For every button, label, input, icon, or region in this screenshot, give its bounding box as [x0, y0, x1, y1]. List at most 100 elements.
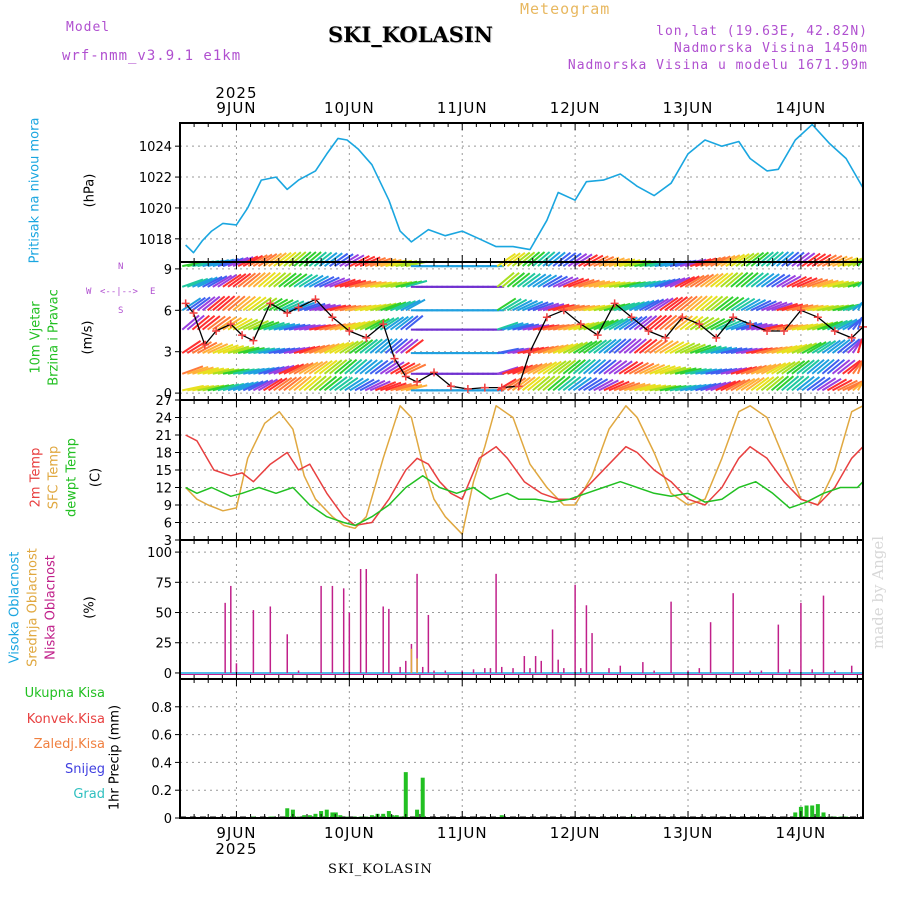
wind-arrow — [506, 272, 526, 288]
wind-arrow — [258, 366, 280, 375]
y-tick-label: 0.6 — [151, 729, 172, 744]
wind-arrow — [796, 359, 815, 375]
wind-arrow — [497, 347, 519, 355]
wind-arrow — [242, 346, 265, 355]
wind-arrow — [253, 347, 276, 355]
wind-arrow — [263, 377, 283, 392]
wind-arrow — [293, 362, 314, 375]
wind-arrow — [720, 379, 741, 392]
wind-arrow — [501, 252, 521, 267]
wind-arrow — [237, 272, 257, 288]
wind-arrow — [349, 339, 369, 354]
wind-arrow — [354, 339, 374, 354]
wind-arrow — [639, 384, 662, 392]
wind-arrow — [380, 302, 402, 312]
wind-arrow — [547, 344, 569, 355]
wind-arrow — [704, 272, 724, 288]
wind-arrow — [557, 375, 576, 392]
wind-arrow — [821, 339, 841, 354]
y-tick-label: 6 — [164, 304, 172, 319]
wind-arrow — [679, 343, 701, 354]
wind-arrow — [816, 340, 837, 354]
wind-arrow — [577, 340, 598, 354]
wind-arrow — [359, 379, 380, 392]
wind-arrow — [578, 254, 598, 268]
wind-arrow — [298, 302, 321, 312]
wind-arrow — [811, 321, 834, 331]
wind-arrow — [715, 346, 738, 355]
wind-arrow — [181, 365, 204, 375]
wind-arrow — [679, 315, 699, 331]
wind-arrow — [319, 276, 340, 288]
y-tick-label: 25 — [155, 637, 172, 652]
wind-arrow — [303, 361, 324, 375]
wind-arrow — [339, 340, 359, 354]
wind-arrow — [563, 304, 585, 312]
wind-arrow — [760, 273, 780, 288]
station-title: SKI_KOLASIN — [328, 22, 493, 47]
wind-arrow — [765, 362, 787, 375]
wind-arrow — [324, 277, 346, 288]
wind-arrow — [318, 252, 338, 267]
wind-arrow — [516, 251, 536, 267]
y-tick-label: 1024 — [139, 140, 172, 155]
wind-arrow — [217, 368, 240, 375]
wind-arrow — [329, 277, 351, 288]
wind-arrow — [669, 276, 691, 288]
wind-arrow — [770, 251, 790, 267]
wind-arrow — [182, 384, 205, 392]
wind-arrow — [354, 319, 376, 331]
wind-arrow — [827, 280, 850, 288]
legend-total-rain: Ukupna Kisa — [24, 686, 105, 701]
wind-arrow — [801, 376, 821, 392]
wind-arrow — [583, 339, 603, 354]
wind-arrow — [278, 299, 299, 312]
wind-arrow — [776, 344, 798, 355]
wind-arrow — [695, 382, 717, 392]
wind-arrow — [608, 338, 627, 354]
y-tick-label: 0 — [164, 812, 172, 827]
wind-arrow — [303, 344, 326, 355]
wind-arrow — [273, 322, 296, 331]
wind-arrow — [690, 383, 712, 392]
wind-arrow — [750, 376, 770, 392]
wind-arrow — [339, 279, 362, 288]
wind-arrow — [684, 315, 704, 331]
wind-arrow — [405, 279, 428, 288]
wind-arrow — [638, 315, 658, 331]
wind-arrow — [369, 359, 389, 375]
wind-arrow — [298, 274, 319, 288]
wind-arrow — [242, 296, 262, 312]
y-tick-label: 1020 — [139, 202, 172, 217]
wind-arrow — [278, 376, 298, 392]
wind-arrow — [715, 254, 736, 268]
precip-bar — [815, 804, 820, 818]
wind-arrow — [694, 316, 715, 331]
wind-arrow — [532, 361, 553, 375]
y-tick-label: 0.4 — [151, 756, 172, 771]
wind-arrow — [837, 379, 858, 392]
wind-arrow — [364, 379, 386, 392]
wind-arrow — [588, 358, 607, 375]
wind-arrow — [740, 377, 760, 392]
day-label-bottom: 10JUN — [324, 824, 375, 842]
wind-arrow — [562, 376, 582, 392]
y-tick-label: 27 — [155, 394, 172, 409]
wind-arrow — [268, 377, 288, 392]
wind-arrow — [395, 300, 416, 312]
temp-sfc-line — [185, 405, 864, 535]
day-label-top: 11JUN — [437, 99, 488, 117]
wind-arrow — [278, 272, 297, 288]
wind-arrow — [567, 341, 589, 354]
day-label-bottom: 11JUN — [437, 824, 488, 842]
wind-arrow — [639, 363, 660, 375]
wind-arrow — [715, 296, 734, 312]
precip-bar — [810, 805, 815, 818]
wind-arrow — [720, 347, 743, 355]
precip-bar — [420, 777, 425, 818]
wind-arrow — [552, 276, 574, 288]
wind-arrow — [293, 324, 316, 331]
wind-arrow — [385, 301, 407, 312]
wind-arrow — [583, 279, 606, 288]
wind-arrow — [192, 277, 214, 288]
